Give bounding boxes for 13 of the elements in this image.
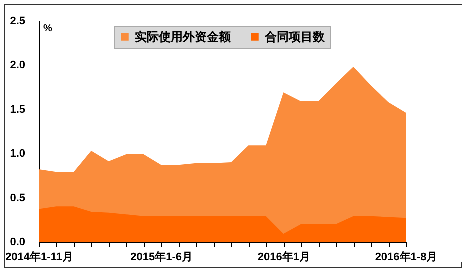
x-tick-label: 2016年1月 — [258, 250, 310, 264]
y-tick-label: 2.0 — [10, 60, 26, 72]
y-tick-label: 1.5 — [10, 104, 26, 116]
y-tick-label: 0.0 — [10, 236, 26, 248]
x-tick-label: 2014年1-11月 — [6, 250, 74, 264]
x-tick-label: 2016年1-8月 — [375, 250, 438, 264]
y-tick-label: 2.5 — [10, 16, 26, 28]
y-axis-title: % — [44, 24, 52, 34]
legend-label: 实际使用外资金额 — [135, 30, 232, 44]
x-tick-label: 2015年1-6月 — [130, 250, 194, 264]
y-tick-label: 0.5 — [10, 192, 26, 204]
legend-label: 合同项目数 — [264, 30, 326, 44]
y-tick-label: 1.0 — [10, 148, 26, 160]
